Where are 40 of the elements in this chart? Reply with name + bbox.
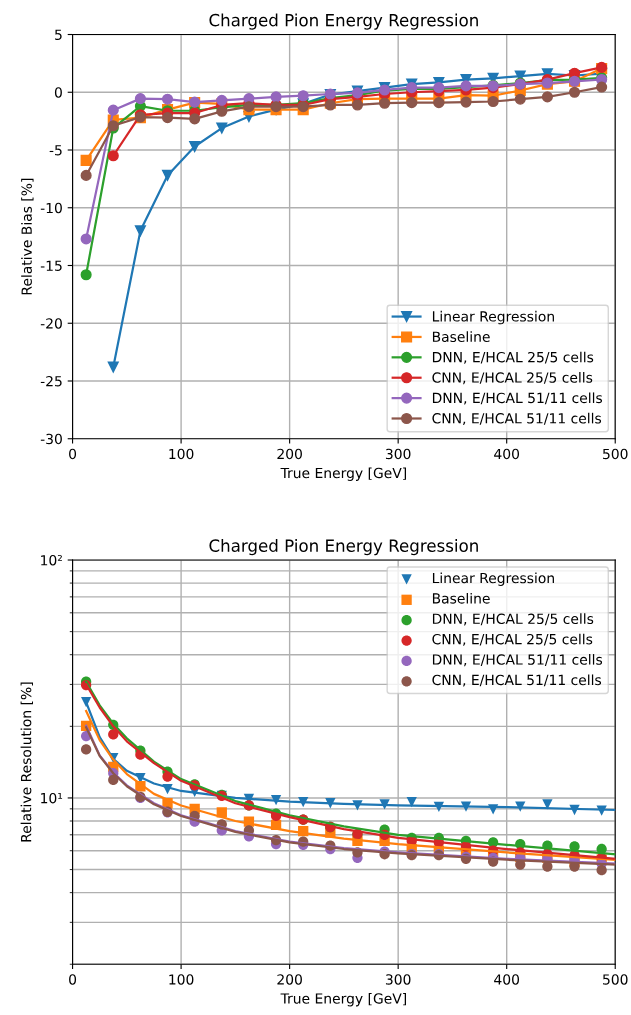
- y-axis-title: Relative Bias [%]: [21, 178, 34, 295]
- chart-title: Charged Pion Energy Regression: [209, 539, 478, 556]
- x-tick-label: 500: [603, 448, 628, 460]
- y-tick-label: 5: [55, 29, 62, 40]
- y-tick-label: -15: [40, 260, 62, 271]
- legend-label: Linear Regression: [432, 310, 554, 325]
- x-tick-label: 100: [169, 448, 194, 460]
- y-tick-label: 0: [54, 87, 62, 98]
- legend-label: DNN, E/HCAL 51/11 cells: [432, 654, 603, 667]
- legend-label: DNN, E/HCAL 51/11 cells: [432, 392, 603, 405]
- y-tick-label: -30: [40, 433, 62, 445]
- x-tick-label: 100: [169, 974, 194, 985]
- legend-label: CNN, E/HCAL 25/5 cells: [432, 372, 593, 385]
- x-tick-label: 200: [277, 448, 302, 460]
- y-axis-title: Relative Resolution [%]: [20, 682, 33, 842]
- y-tick-label: -5: [49, 145, 62, 156]
- x-tick-label: 400: [494, 448, 520, 460]
- legend-label: Linear Regression: [432, 572, 554, 586]
- y-tick-label: -20: [40, 318, 62, 329]
- y-tick-label: -10: [40, 202, 62, 214]
- chart-title: Charged Pion Energy Regression: [209, 13, 478, 30]
- legend-label: Baseline: [432, 331, 490, 343]
- legend-label: CNN, E/HCAL 25/5 cells: [432, 633, 593, 646]
- y-tick-label: 10²: [41, 554, 62, 566]
- x-axis-title: True Energy [GeV]: [280, 467, 406, 481]
- x-tick-label: 500: [603, 974, 628, 985]
- x-tick-label: 300: [385, 974, 411, 985]
- x-axis-title: True Energy [GeV]: [280, 992, 406, 1007]
- legend-label: CNN, E/HCAL 51/11 cells: [432, 412, 602, 425]
- x-tick-label: 0: [69, 974, 77, 985]
- legend-label: DNN, E/HCAL 25/5 cells: [432, 613, 594, 626]
- legend-label: Baseline: [432, 592, 490, 604]
- x-tick-label: 400: [494, 974, 520, 985]
- x-tick-label: 0: [69, 448, 77, 460]
- x-tick-label: 300: [385, 448, 411, 460]
- y-tick-label: 10¹: [41, 792, 63, 804]
- legend-label: CNN, E/HCAL 51/11 cells: [432, 674, 602, 687]
- x-tick-label: 200: [277, 974, 302, 985]
- legend-label: DNN, E/HCAL 25/5 cells: [432, 351, 594, 364]
- y-tick-label: -25: [40, 375, 62, 387]
